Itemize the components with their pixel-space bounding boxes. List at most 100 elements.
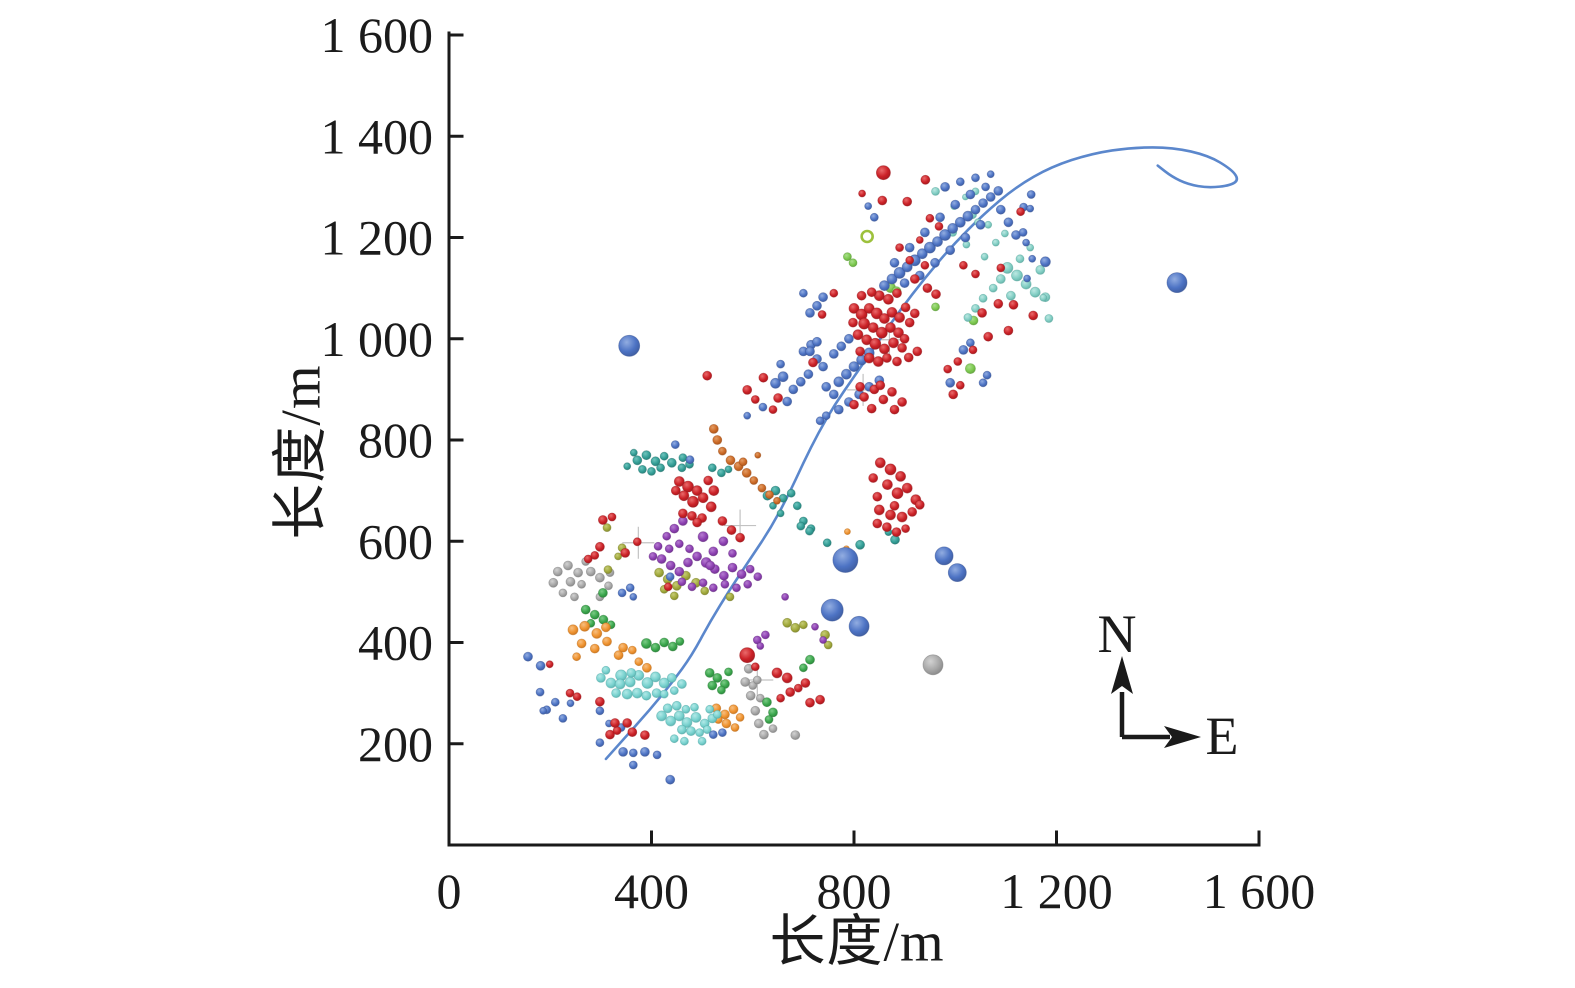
data-point-cyan — [690, 712, 702, 723]
data-point-teal — [717, 468, 726, 478]
data-point-blue — [869, 212, 879, 222]
data-point-purple — [743, 579, 753, 589]
data-point-red — [1008, 299, 1019, 310]
data-point-blue — [848, 361, 860, 373]
east-arrow-icon — [1164, 726, 1201, 748]
data-point-blue — [821, 381, 832, 392]
data-point-teal — [647, 466, 656, 476]
data-point-teal — [822, 538, 832, 548]
x-tick-label: 800 — [817, 863, 892, 919]
data-point-teal — [724, 465, 733, 474]
data-point-blue — [899, 278, 910, 289]
data-point-green — [641, 638, 652, 649]
data-point-blue — [685, 455, 695, 465]
data-point-red — [891, 487, 904, 500]
data-point-red — [697, 492, 709, 504]
data-point-teal — [641, 450, 652, 461]
data-point-lightgreen — [931, 302, 940, 312]
data-point-red — [968, 345, 978, 355]
data-point-red — [909, 274, 920, 284]
data-point-aqua — [984, 220, 993, 229]
data-point-red — [607, 512, 617, 522]
data-point-blue — [841, 368, 852, 380]
data-point-purple — [685, 544, 694, 554]
data-point-blue — [955, 177, 965, 187]
data-point-cyan — [662, 703, 673, 714]
data-point-cyan — [611, 688, 621, 698]
data-point-red — [859, 392, 869, 402]
data-point-cyan — [669, 734, 679, 744]
data-point-purple — [732, 583, 741, 593]
data-point-teal — [792, 501, 802, 511]
data-point-teal — [769, 501, 777, 510]
data-point-red — [948, 389, 959, 400]
data-point-red — [808, 357, 818, 368]
data-point-red — [852, 329, 864, 341]
data-point-green — [805, 654, 815, 665]
data-point-blue — [629, 593, 638, 601]
data-point-red — [909, 308, 920, 319]
data-point-purple — [745, 564, 755, 574]
data-point-cyan — [697, 736, 707, 746]
data-point-blue — [978, 198, 988, 209]
data-point-lightgreen — [843, 252, 852, 262]
data-point-green — [724, 667, 733, 677]
data-point-purple — [662, 531, 672, 541]
data-point-blue — [595, 738, 605, 748]
data-point-blue — [960, 232, 971, 243]
data-point-cyan — [631, 687, 643, 699]
data-point-orange — [844, 528, 851, 535]
data-point-blue — [995, 204, 1006, 215]
data-point-blue — [832, 547, 859, 573]
data-point-red — [887, 386, 897, 397]
y-tick-label: 1 000 — [321, 311, 434, 367]
data-point-red — [627, 727, 638, 737]
data-point-red — [876, 165, 891, 181]
data-point-aqua — [963, 313, 973, 322]
data-point-red — [977, 307, 987, 318]
data-point-green — [799, 663, 808, 673]
series-cyan — [596, 665, 722, 746]
data-point-red — [914, 499, 925, 510]
data-point-red — [901, 482, 913, 494]
data-point-red — [595, 696, 605, 707]
data-point-red — [983, 331, 994, 342]
data-point-orange — [572, 652, 581, 662]
compass-east-label: E — [1206, 706, 1239, 766]
data-point-purple — [718, 536, 729, 547]
data-point-red — [863, 352, 875, 364]
data-point-gray — [558, 588, 568, 598]
data-point-blue — [550, 697, 560, 707]
data-point-red — [953, 357, 963, 366]
data-point-red — [605, 729, 615, 740]
data-point-purple — [811, 622, 819, 631]
data-point-blue — [820, 598, 844, 622]
data-point-gray — [745, 690, 756, 701]
x-tick-label: 1 600 — [1203, 863, 1316, 919]
y-tick-label: 1 200 — [321, 210, 434, 266]
data-point-cyan — [673, 710, 685, 722]
data-point-teal — [796, 521, 806, 531]
data-point-blue — [935, 212, 945, 223]
data-point-red — [800, 678, 811, 688]
data-point-red — [895, 243, 904, 253]
data-point-orange — [728, 704, 739, 715]
data-point-red — [726, 525, 737, 535]
data-point-red — [900, 302, 911, 313]
data-point-red — [848, 317, 858, 328]
data-point-blue — [595, 706, 605, 716]
data-point-green — [580, 604, 591, 615]
data-point-red — [590, 551, 600, 560]
data-point-purple — [698, 578, 708, 588]
trajectory-path — [604, 146, 1239, 761]
data-point-blue — [975, 219, 986, 230]
data-point-gray — [790, 730, 801, 740]
data-point-blue — [640, 747, 650, 757]
data-point-red — [620, 548, 631, 558]
data-point-blue — [799, 288, 808, 298]
north-arrow-icon — [1111, 656, 1133, 694]
data-point-orange — [634, 657, 644, 667]
x-axis-title: 长度/m — [769, 911, 945, 974]
data-point-gray — [595, 572, 605, 583]
